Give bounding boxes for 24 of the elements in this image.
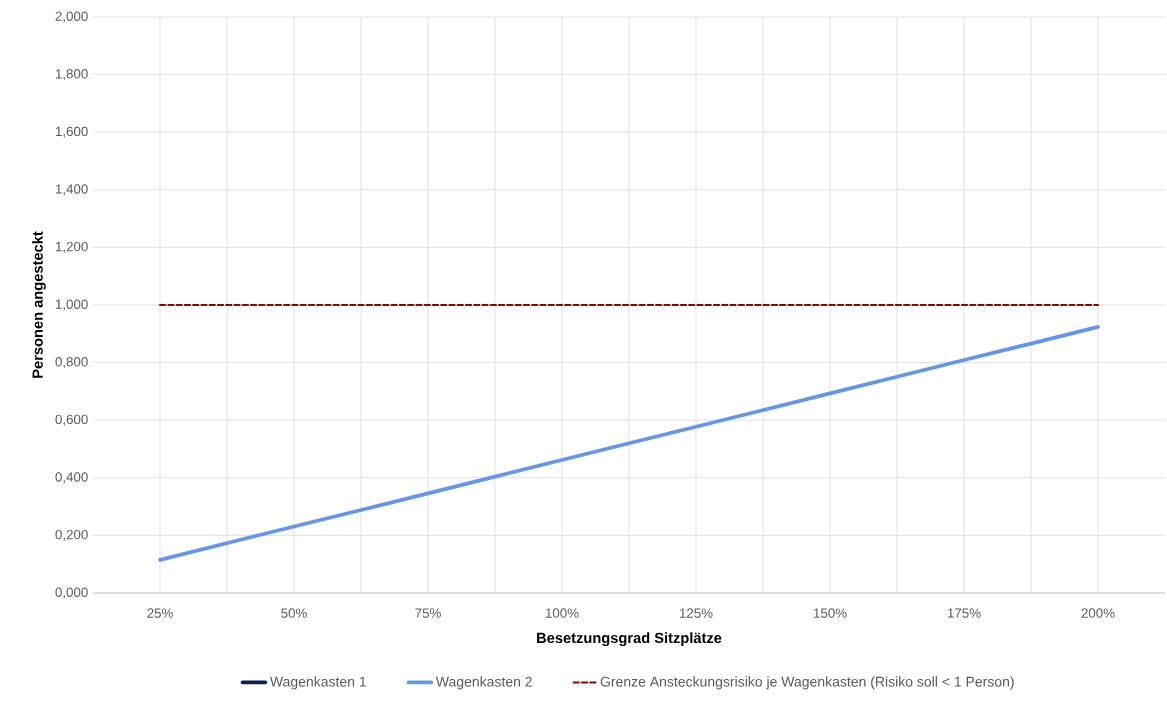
legend-label: Grenze Ansteckungsrisiko je Wagenkasten (Risiko soll < 1 Person) [600,676,1014,690]
x-tick-label: 175% [947,608,981,618]
y-tick-label: 0,800 [55,357,88,369]
y-tick-label: 0,400 [55,472,88,484]
y-tick-label: 2,000 [55,11,88,23]
x-tick-label: 100% [545,608,579,618]
y-axis-title: Personen angesteckt [32,231,46,378]
legend-label: Wagenkasten 2 [435,676,532,690]
x-tick-label: 25% [147,608,173,618]
y-tick-label: 1,000 [55,299,88,311]
x-tick-label: 150% [813,608,847,618]
legend-label: Wagenkasten 1 [269,676,366,690]
y-tick-label: 1,200 [55,241,88,253]
x-tick-label: 75% [415,608,441,618]
x-tick-label: 50% [281,608,307,618]
y-tick-label: 1,800 [55,69,88,81]
x-axis-title: Besetzungsgrad Sitzplätze [537,632,722,647]
y-tick-label: 0,600 [55,414,88,426]
y-tick-label: 0,000 [55,587,88,599]
y-tick-label: 0,200 [55,529,88,541]
x-tick-label: 125% [679,608,713,618]
x-tick-label: 200% [1081,608,1115,618]
y-tick-label: 1,400 [55,184,88,196]
y-tick-label: 1,600 [55,126,88,138]
